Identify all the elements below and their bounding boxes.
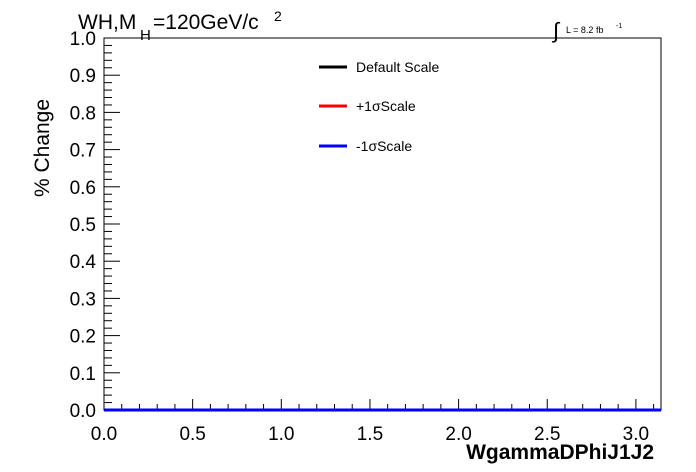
x-axis-label: WgammaDPhiJ1J2 [466, 441, 654, 464]
x-tick-label: 3.0 [623, 424, 649, 445]
lumi-integral: ∫ [551, 18, 561, 43]
plot-frame [103, 37, 662, 411]
legend-label-plus1sigma: +1σScale [356, 98, 416, 114]
y-axis-ticks: 0.0 0.1 0.2 0.3 0.4 0.5 0.6 0.7 0.8 0.9 1.0 [70, 29, 120, 422]
legend-label-default: Default Scale [356, 59, 439, 75]
y-tick-label: 0.3 [70, 289, 96, 310]
lumi-text: L = 8.2 fb [566, 25, 603, 35]
y-axis-label: % Change [31, 99, 54, 197]
y-tick-label: 0.8 [70, 103, 96, 124]
y-tick-label: 0.2 [70, 327, 96, 348]
y-tick-label: 0.9 [70, 66, 96, 87]
lumi-superscript: -1 [616, 23, 622, 30]
x-tick-label: 1.0 [268, 424, 294, 445]
x-axis-ticks: 0.0 0.5 1.0 1.5 2.0 2.5 3.0 [91, 399, 655, 445]
y-tick-label: 0.0 [70, 401, 96, 422]
x-tick-label: 0.0 [91, 424, 117, 445]
title-superscript: 2 [274, 8, 282, 24]
title-main: WH,M [78, 11, 136, 34]
y-tick-label: 1.0 [70, 29, 96, 50]
x-tick-label: 1.5 [357, 424, 383, 445]
legend-label-minus1sigma: -1σScale [356, 138, 412, 154]
y-tick-label: 0.6 [70, 178, 96, 199]
x-tick-label: 0.5 [179, 424, 205, 445]
y-tick-label: 0.4 [70, 252, 97, 273]
y-tick-label: 0.7 [70, 141, 96, 162]
y-tick-label: 0.5 [70, 215, 96, 236]
title-rest: =120GeV/c [153, 11, 259, 34]
x-tick-label: 2.5 [534, 424, 560, 445]
y-tick-label: 0.1 [70, 364, 96, 385]
x-tick-label: 2.0 [445, 424, 471, 445]
title-subscript: H [140, 27, 151, 44]
legend: Default Scale +1σScale -1σScale [319, 59, 439, 154]
